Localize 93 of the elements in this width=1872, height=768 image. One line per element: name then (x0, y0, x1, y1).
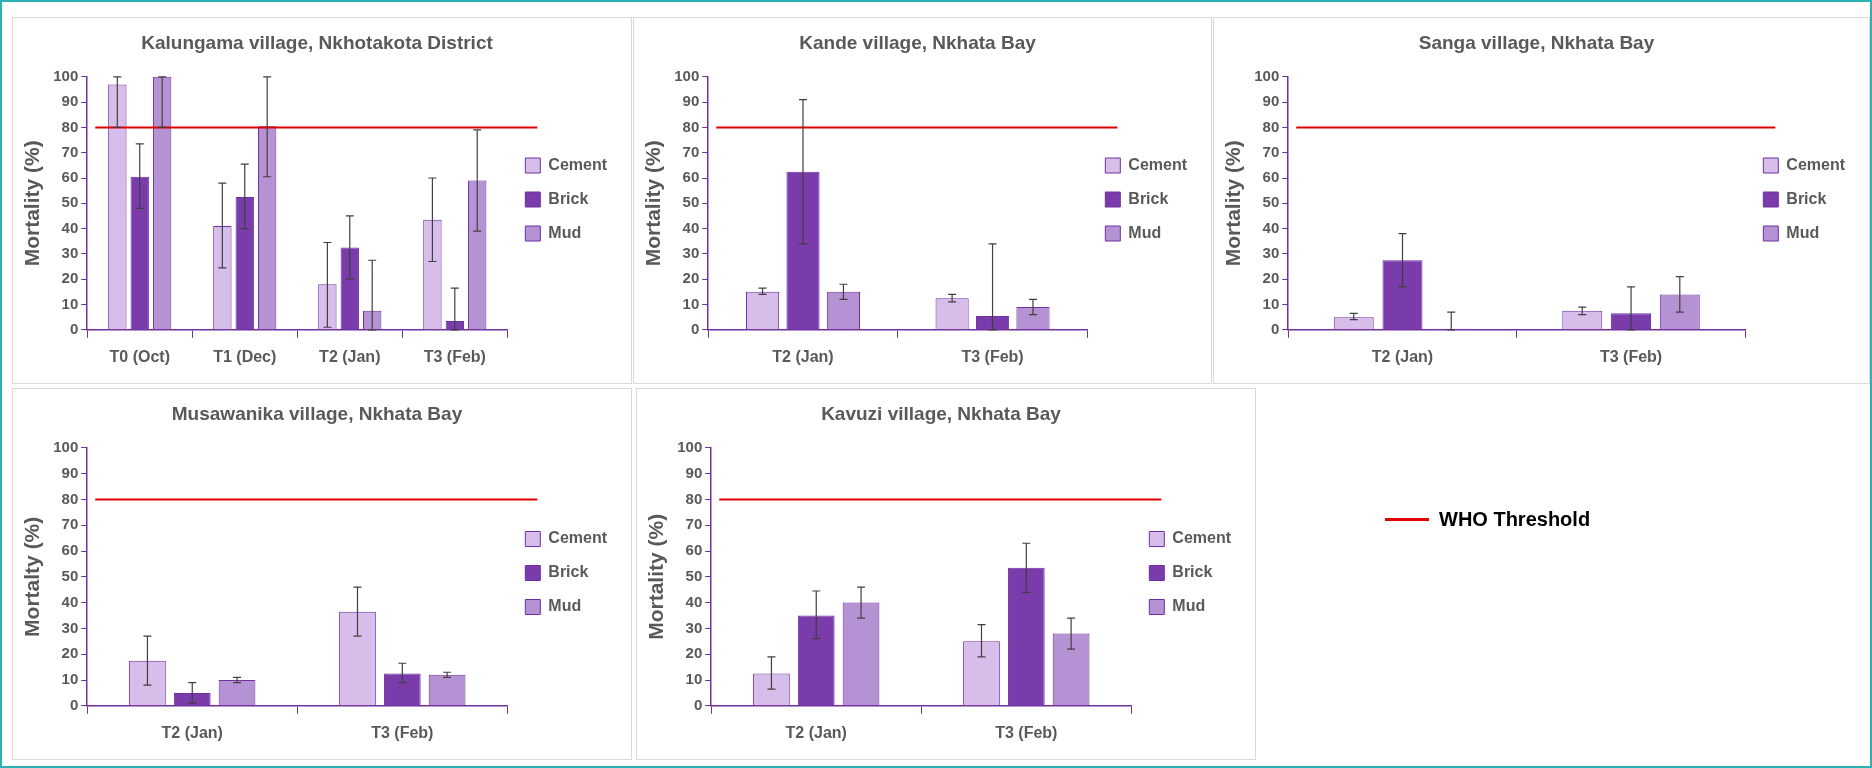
y-tick-label: 100 (53, 437, 79, 455)
legend-label: Cement (1172, 529, 1232, 547)
y-tick-label: 10 (685, 670, 703, 688)
x-tick-label: T2 (Jan) (319, 347, 381, 365)
legend-label: Brick (548, 189, 589, 207)
y-tick-label: 40 (685, 592, 703, 610)
y-tick-label: 60 (1262, 168, 1280, 186)
y-tick-label: 100 (53, 66, 79, 84)
y-tick-label: 70 (1262, 142, 1280, 160)
x-tick-label: T2 (Jan) (1371, 347, 1434, 365)
y-tick-label: 70 (61, 142, 79, 160)
y-tick-label: 20 (1262, 269, 1280, 287)
y-tick-label: 100 (677, 437, 703, 455)
y-tick-label: 90 (1262, 92, 1280, 110)
y-tick-label: 30 (685, 618, 703, 636)
x-tick-label: T3 (Feb) (995, 723, 1058, 741)
y-tick-label: 20 (61, 269, 79, 287)
x-tick-label: T0 (Oct) (109, 347, 170, 365)
y-axis-title: Mortalty (%) (20, 516, 44, 637)
y-tick-label: 100 (1254, 66, 1280, 84)
chart-title: Kalungama village, Nkhotakota District (141, 31, 494, 53)
y-tick-label: 50 (1262, 193, 1280, 211)
chart-title: Kande village, Nkhata Bay (799, 31, 1037, 53)
y-tick-label: 70 (682, 142, 700, 160)
y-tick-label: 10 (1262, 294, 1280, 312)
y-axis-title: Mortality (%) (1221, 140, 1245, 267)
legend-label: Mud (548, 223, 582, 241)
y-tick-label: 30 (1262, 244, 1280, 262)
x-tick-label: T1 (Dec) (213, 347, 277, 365)
y-tick-label: 80 (1262, 117, 1280, 135)
x-tick-label: T2 (Jan) (772, 347, 834, 365)
chart-title: Musawanika village, Nkhata Bay (171, 402, 463, 424)
legend-label: Mud (1786, 223, 1820, 241)
y-tick-label: 50 (682, 193, 700, 211)
y-tick-label: 60 (61, 168, 79, 186)
y-tick-label: 50 (61, 193, 79, 211)
y-tick-label: 90 (61, 463, 79, 481)
y-tick-label: 60 (685, 541, 703, 559)
y-tick-label: 0 (693, 695, 703, 713)
legend-label: WHO Threshold (1439, 508, 1591, 531)
y-tick-label: 40 (61, 592, 79, 610)
y-tick-label: 80 (685, 489, 703, 507)
y-tick-label: 60 (61, 541, 79, 559)
x-tick-label: T2 (Jan) (785, 723, 847, 741)
legend-label: Cement (548, 155, 608, 173)
y-tick-label: 30 (61, 244, 79, 262)
y-tick-label: 40 (1262, 218, 1280, 236)
y-tick-label: 0 (69, 319, 79, 337)
y-tick-label: 60 (682, 168, 700, 186)
legend-label: Cement (1786, 155, 1846, 173)
y-axis-title: Mortality (%) (644, 513, 668, 640)
y-axis-title: Mortality (%) (20, 140, 44, 267)
chart-title: Kavuzi village, Nkhata Bay (821, 402, 1062, 424)
y-tick-label: 0 (1270, 319, 1280, 337)
y-tick-label: 100 (674, 66, 700, 84)
y-tick-label: 20 (61, 644, 79, 662)
y-tick-label: 10 (61, 294, 79, 312)
y-tick-label: 50 (685, 566, 703, 584)
y-tick-label: 90 (682, 92, 700, 110)
legend-label: Brick (1172, 563, 1213, 581)
y-tick-label: 70 (61, 515, 79, 533)
y-tick-label: 20 (682, 269, 700, 287)
y-tick-label: 0 (69, 695, 79, 713)
legend-label: Mud (548, 597, 582, 615)
x-tick-label: T3 (Feb) (1599, 347, 1663, 365)
y-tick-label: 80 (61, 117, 79, 135)
y-tick-label: 80 (61, 489, 79, 507)
y-tick-label: 50 (61, 566, 79, 584)
legend-label: Cement (1128, 155, 1188, 173)
y-tick-label: 0 (690, 319, 700, 337)
x-tick-label: T3 (Feb) (961, 347, 1024, 365)
y-tick-label: 30 (682, 244, 700, 262)
y-tick-label: 30 (61, 618, 79, 636)
y-tick-label: 10 (61, 670, 79, 688)
y-tick-label: 40 (682, 218, 700, 236)
legend-label: Brick (1128, 189, 1169, 207)
legend-label: Cement (548, 529, 608, 547)
chart-title: Sanga village, Nkhata Bay (1418, 31, 1655, 53)
x-tick-label: T3 (Feb) (371, 723, 434, 741)
legend-label: Mud (1172, 597, 1206, 615)
y-axis-title: Mortality (%) (641, 140, 665, 267)
y-tick-label: 90 (685, 463, 703, 481)
y-tick-label: 40 (61, 218, 79, 236)
legend-label: Brick (548, 563, 589, 581)
x-tick-label: T2 (Jan) (161, 723, 223, 741)
y-tick-label: 90 (61, 92, 79, 110)
legend-label: Brick (1786, 189, 1827, 207)
y-tick-label: 20 (685, 644, 703, 662)
y-tick-label: 70 (685, 515, 703, 533)
y-tick-label: 10 (682, 294, 700, 312)
y-tick-label: 80 (682, 117, 700, 135)
legend-label: Mud (1128, 223, 1162, 241)
x-tick-label: T3 (Feb) (423, 347, 486, 365)
